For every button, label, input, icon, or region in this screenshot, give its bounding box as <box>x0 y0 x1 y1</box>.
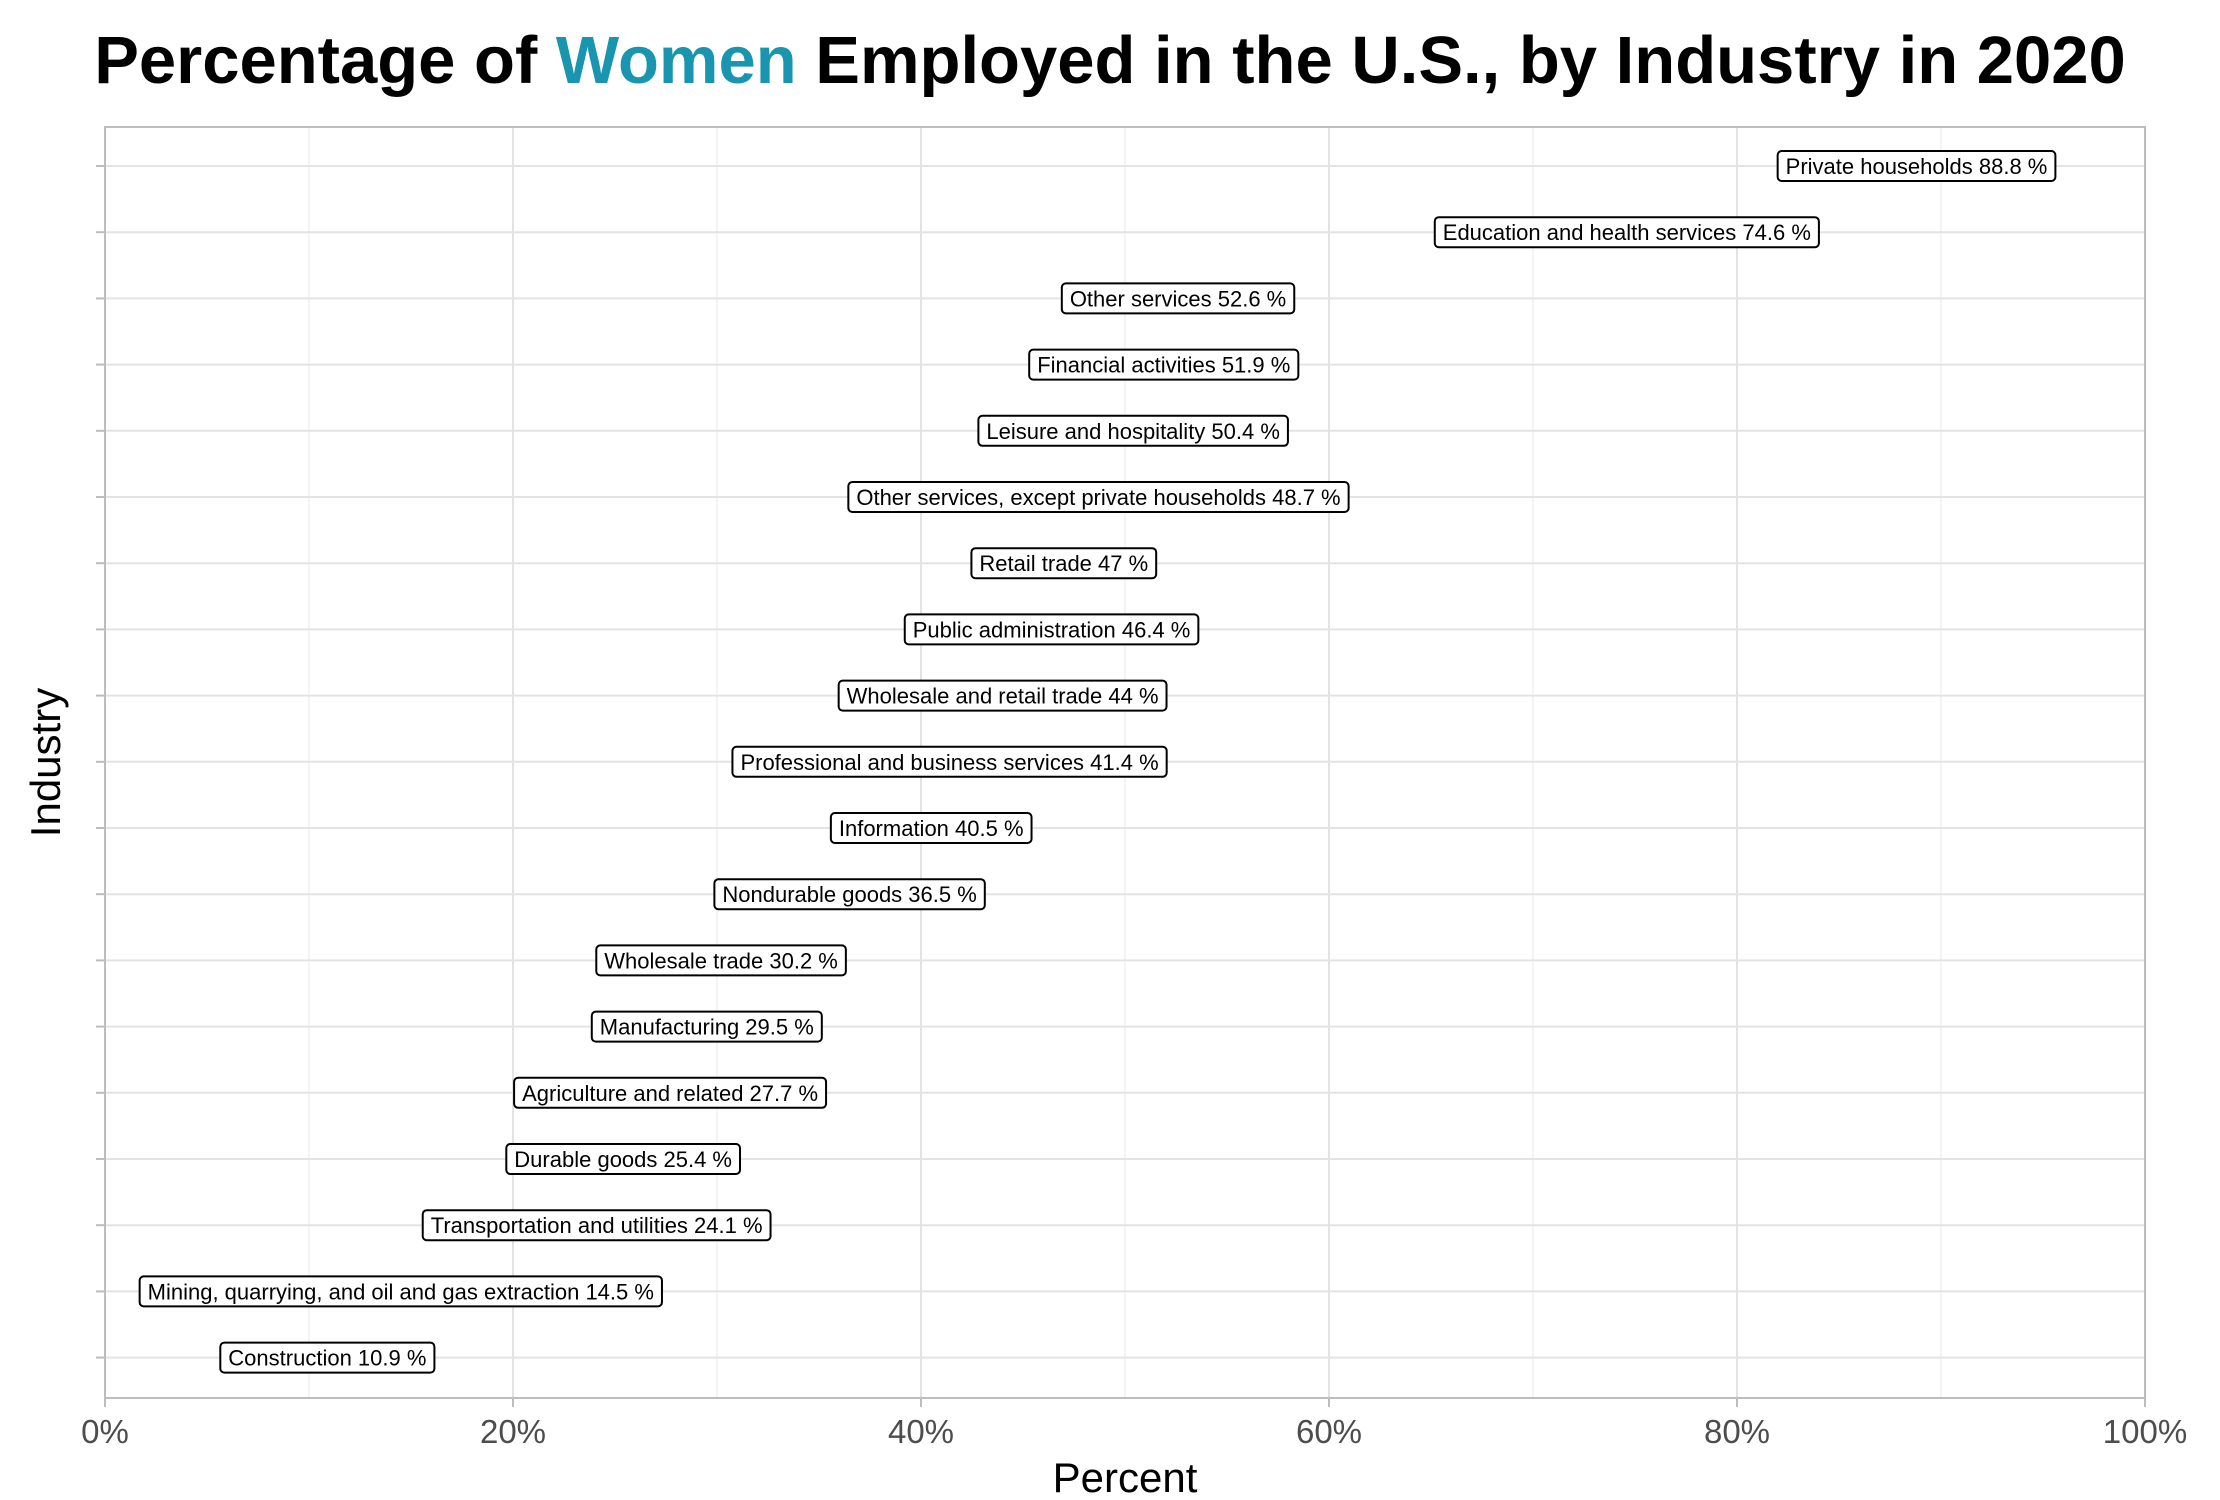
data-label: Financial activities 51.9 % <box>1028 348 1300 381</box>
data-label-box <box>731 745 1168 778</box>
data-label-text: Professional and business services 41.4 … <box>740 750 1158 775</box>
x-axis-title: Percent <box>1053 1454 1198 1500</box>
data-label-box <box>590 1010 823 1043</box>
data-label: Manufacturing 29.5 % <box>590 1010 823 1043</box>
data-label-box <box>1028 348 1300 381</box>
y-axis-title: Industry <box>22 688 69 837</box>
data-label-box <box>138 1275 663 1308</box>
data-label: Private households 88.8 % <box>1776 150 2057 182</box>
data-label: Wholesale trade 30.2 % <box>595 944 847 977</box>
data-label: Agriculture and related 27.7 % <box>513 1076 828 1109</box>
data-label: Leisure and hospitality 50.4 % <box>977 414 1289 447</box>
data-label-box <box>903 613 1200 646</box>
x-tick-label: 100% <box>2103 1413 2187 1450</box>
data-label-text: Mining, quarrying, and oil and gas extra… <box>148 1279 654 1304</box>
data-label: Transportation and utilities 24.1 % <box>421 1209 772 1242</box>
data-label: Education and health services 74.6 % <box>1433 216 1820 249</box>
x-tick-label: 20% <box>480 1413 546 1450</box>
data-label-box <box>1060 282 1296 315</box>
data-label-text: Private households 88.8 % <box>1786 154 2048 179</box>
data-label: Construction 10.9 % <box>219 1341 436 1374</box>
data-label: Retail trade 47 % <box>970 547 1158 580</box>
data-label-box <box>837 679 1168 712</box>
chart-title: Percentage of Women Employed in the U.S.… <box>0 22 2220 99</box>
data-label-box <box>513 1076 828 1109</box>
title-prefix: Percentage of <box>94 23 556 98</box>
data-labels: Private households 88.8 % Education and h… <box>138 150 2057 1374</box>
data-label-box <box>421 1209 772 1242</box>
data-label-text: Financial activities 51.9 % <box>1037 353 1290 378</box>
data-label-box <box>219 1341 436 1374</box>
data-label-box <box>1776 150 2057 182</box>
data-label-text: Leisure and hospitality 50.4 % <box>986 419 1280 444</box>
data-label-text: Other services 52.6 % <box>1070 286 1286 311</box>
data-label: Nondurable goods 36.5 % <box>713 878 986 911</box>
data-label-text: Information 40.5 % <box>839 816 1024 841</box>
data-label-text: Durable goods 25.4 % <box>514 1147 732 1172</box>
data-label-text: Retail trade 47 % <box>979 551 1148 576</box>
x-tick-label: 0% <box>81 1413 129 1450</box>
data-label: Public administration 46.4 % <box>903 613 1200 646</box>
data-label-text: Agriculture and related 27.7 % <box>522 1081 818 1106</box>
data-label: Wholesale and retail trade 44 % <box>837 679 1168 712</box>
title-highlight-word: Women <box>555 23 797 98</box>
data-label-box <box>505 1143 742 1175</box>
data-label-text: Wholesale and retail trade 44 % <box>847 684 1159 709</box>
data-label: Other services, except private household… <box>847 481 1350 513</box>
data-label-text: Public administration 46.4 % <box>913 617 1191 642</box>
data-label: Durable goods 25.4 % <box>505 1143 742 1175</box>
data-label-box <box>713 878 986 911</box>
data-label-text: Manufacturing 29.5 % <box>600 1015 814 1040</box>
data-label-box <box>829 812 1033 844</box>
data-label-text: Nondurable goods 36.5 % <box>722 882 976 907</box>
x-axis-ticks: 0% 20% 40% 60% 80% 100% <box>81 165 2187 1450</box>
x-tick-label: 40% <box>888 1413 954 1450</box>
data-label-text: Transportation and utilities 24.1 % <box>431 1213 763 1238</box>
data-label: Mining, quarrying, and oil and gas extra… <box>138 1275 663 1308</box>
data-label-text: Other services, except private household… <box>856 485 1340 510</box>
x-tick-label: 80% <box>1704 1413 1770 1450</box>
data-label-box <box>977 414 1289 447</box>
data-label: Information 40.5 % <box>829 812 1033 844</box>
data-label-text: Construction 10.9 % <box>228 1346 426 1371</box>
data-label-box <box>847 481 1350 513</box>
data-label-box <box>595 944 847 977</box>
title-suffix: Employed in the U.S., by Industry in 202… <box>796 23 2126 98</box>
data-label-text: Education and health services 74.6 % <box>1443 220 1811 245</box>
data-label-box <box>970 547 1158 580</box>
data-label: Professional and business services 41.4 … <box>731 745 1168 778</box>
data-label: Other services 52.6 % <box>1060 282 1296 315</box>
data-label-text: Wholesale trade 30.2 % <box>604 948 838 973</box>
x-tick-label: 60% <box>1296 1413 1362 1450</box>
data-label-box <box>1433 216 1820 249</box>
